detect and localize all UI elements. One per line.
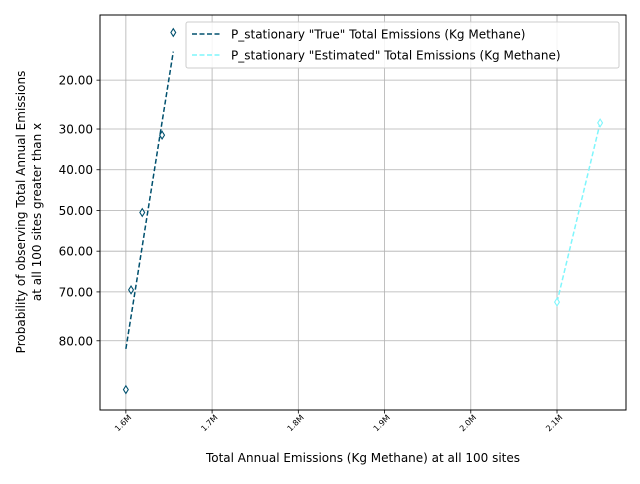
- legend-label-true: P_stationary "True" Total Emissions (Kg …: [231, 28, 525, 42]
- y-tick-label-4: 60.00: [59, 245, 93, 259]
- plot-area: [100, 15, 626, 410]
- y-tick-label-1: 30.00: [59, 123, 93, 137]
- x-tick-label-2: 1.8M: [286, 413, 306, 433]
- series-0: [122, 27, 177, 395]
- legend-box: [185, 21, 620, 69]
- x-tick-label-1: 1.7M: [199, 413, 219, 433]
- series-0-fit-line: [125, 51, 175, 350]
- series-1-point-1: [597, 118, 604, 128]
- series-0-point-1: [127, 285, 135, 295]
- series-1-fit-line: [556, 122, 601, 303]
- series-1: [553, 118, 604, 307]
- x-tick-label-5: 2.1M: [544, 413, 564, 433]
- series-1-point-0: [553, 297, 561, 307]
- legend-label-estimated: P_stationary "Estimated" Total Emissions…: [231, 49, 561, 63]
- y-tick-label-5: 70.00: [59, 285, 93, 299]
- x-tick-label-0: 1.6M: [113, 413, 133, 433]
- y-tick-label-0: 20.00: [59, 74, 93, 88]
- y-tick-label-3: 50.00: [59, 204, 93, 218]
- grid-layer: [100, 15, 626, 410]
- y-tick-label-6: 80.00: [59, 334, 93, 348]
- y-axis-title-line-2: at all 100 sites greater than x: [30, 123, 44, 301]
- legend: P_stationary "True" Total Emissions (Kg …: [185, 21, 620, 69]
- plot-frame: [99, 14, 627, 411]
- x-tick-label-3: 1.9M: [372, 413, 392, 433]
- series-0-point-3: [159, 130, 166, 140]
- series-0-point-4: [170, 27, 177, 38]
- series-layer: [122, 27, 604, 395]
- x-axis-title: Total Annual Emissions (Kg Methane) at a…: [205, 451, 520, 465]
- series-0-point-0: [122, 384, 129, 395]
- y-axis-title-line-1: Probability of observing Total Annual Em…: [14, 71, 28, 354]
- x-tick-label-4: 2.0M: [458, 413, 478, 433]
- series-0-point-2: [139, 207, 146, 218]
- y-tick-label-2: 40.00: [59, 163, 93, 177]
